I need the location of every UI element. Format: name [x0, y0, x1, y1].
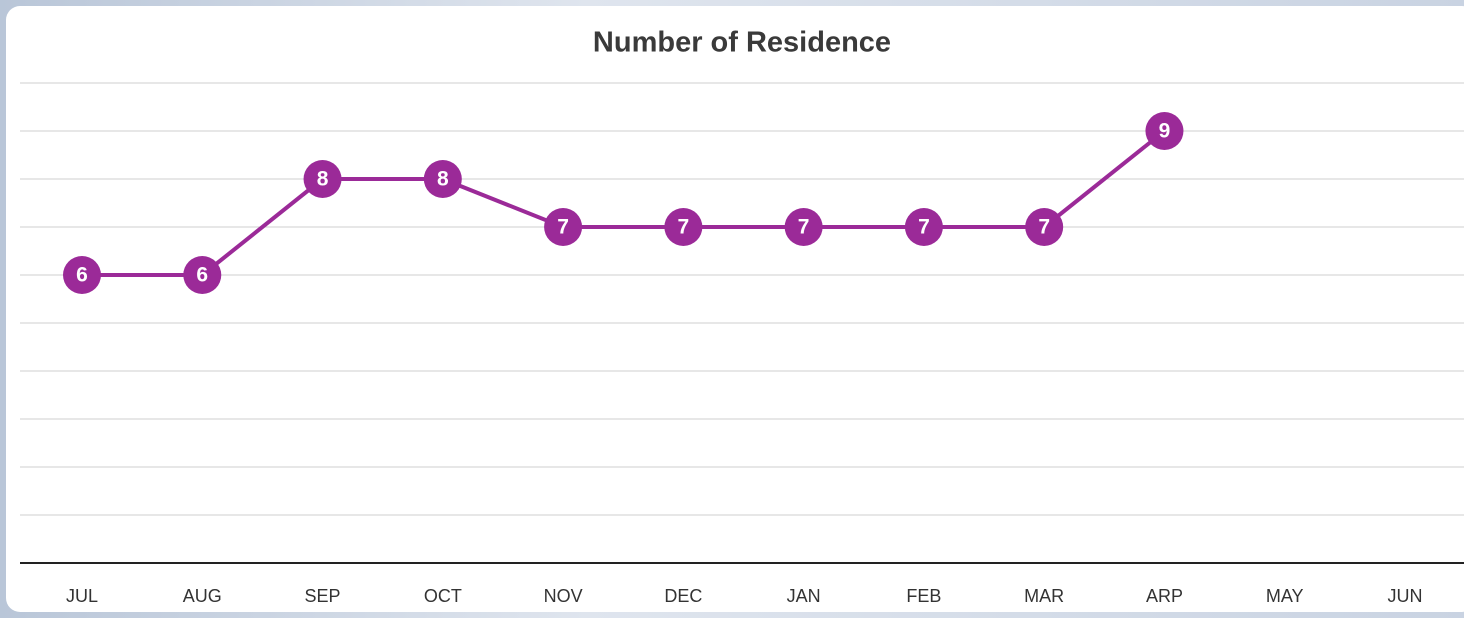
point — [544, 208, 583, 246]
data-label: 6 — [76, 264, 88, 287]
x-tick-label: JAN — [787, 586, 821, 606]
x-tick-label: ARP — [1146, 586, 1183, 606]
data-label: 7 — [918, 216, 930, 239]
data-label: 9 — [1159, 120, 1171, 143]
data-label: 8 — [437, 168, 449, 191]
x-tick-label: NOV — [544, 586, 583, 606]
data-label: 8 — [317, 168, 329, 191]
x-tick-label: SEP — [305, 586, 341, 606]
data-label: 7 — [557, 216, 569, 239]
point — [1025, 208, 1064, 246]
chart-title: Number of Residence — [593, 27, 891, 59]
data-label: 7 — [678, 216, 690, 239]
point — [423, 160, 462, 198]
point — [664, 208, 703, 246]
point — [1145, 112, 1184, 150]
x-tick-label: MAR — [1024, 586, 1064, 606]
point — [904, 208, 943, 246]
x-tick-label: JUN — [1388, 586, 1423, 606]
x-tick-label: DEC — [664, 586, 702, 606]
point — [183, 256, 222, 294]
card — [6, 6, 1464, 612]
x-tick-label: MAY — [1266, 586, 1304, 606]
x-tick-label: JUL — [66, 586, 98, 606]
line — [82, 129, 1166, 277]
x-tick-label: FEB — [906, 586, 941, 606]
point — [784, 208, 823, 246]
x-tick-label: AUG — [183, 586, 222, 606]
data-label: 6 — [196, 264, 208, 287]
point — [303, 160, 342, 198]
point — [63, 256, 101, 294]
data-label: 7 — [1038, 216, 1050, 239]
x-tick-label: OCT — [424, 586, 462, 606]
data-label: 7 — [798, 216, 810, 239]
